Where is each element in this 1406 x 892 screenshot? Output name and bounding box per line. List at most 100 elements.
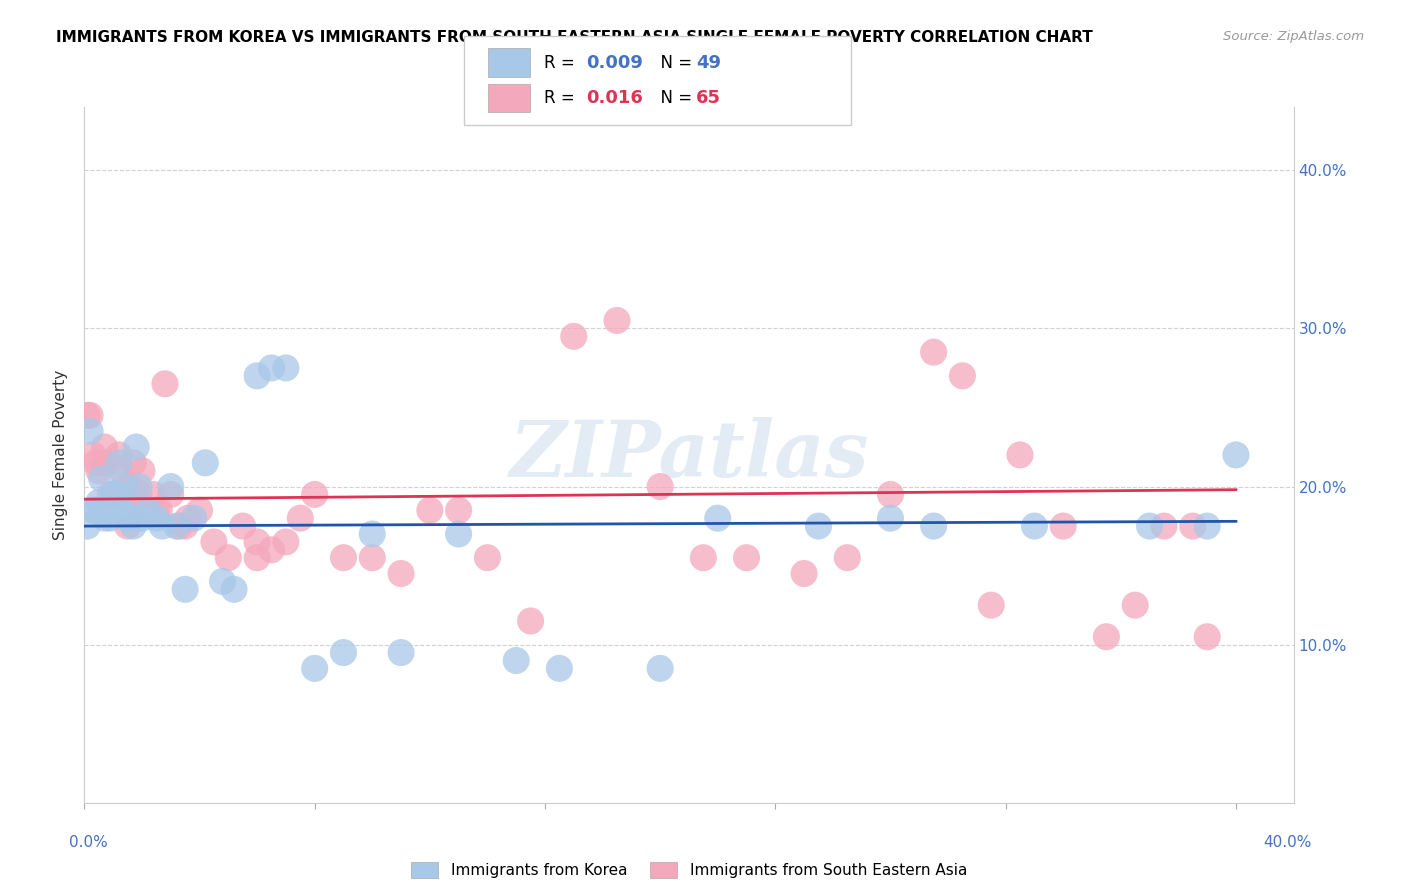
Point	[148, 503, 170, 517]
Point	[84, 503, 107, 517]
Point	[1225, 448, 1247, 462]
Point	[692, 550, 714, 565]
Point	[136, 503, 159, 517]
Point	[980, 598, 1002, 612]
Text: 0.016: 0.016	[586, 89, 643, 107]
Point	[125, 440, 148, 454]
Point	[793, 566, 815, 581]
Point	[114, 487, 136, 501]
Point	[447, 503, 470, 517]
Point	[706, 511, 728, 525]
Point	[735, 550, 758, 565]
Point	[304, 487, 326, 501]
Point	[419, 503, 441, 517]
Point	[117, 511, 139, 525]
Point	[128, 487, 150, 501]
Legend: Immigrants from Korea, Immigrants from South Eastern Asia: Immigrants from Korea, Immigrants from S…	[404, 855, 974, 886]
Point	[183, 511, 205, 525]
Text: N =: N =	[650, 54, 697, 71]
Point	[111, 464, 134, 478]
Point	[174, 582, 197, 597]
Point	[361, 527, 384, 541]
Point	[136, 503, 159, 517]
Point	[90, 472, 112, 486]
Point	[477, 550, 499, 565]
Text: 0.0%: 0.0%	[69, 836, 108, 850]
Point	[98, 487, 121, 501]
Y-axis label: Single Female Poverty: Single Female Poverty	[53, 370, 69, 540]
Point	[166, 519, 188, 533]
Text: 65: 65	[696, 89, 721, 107]
Point	[1052, 519, 1074, 533]
Point	[96, 456, 118, 470]
Point	[82, 448, 104, 462]
Point	[922, 519, 945, 533]
Point	[650, 479, 672, 493]
Point	[332, 646, 354, 660]
Point	[114, 479, 136, 493]
Point	[101, 487, 124, 501]
Point	[332, 550, 354, 565]
Point	[105, 487, 128, 501]
Point	[108, 456, 131, 470]
Point	[145, 511, 167, 525]
Point	[122, 519, 145, 533]
Point	[1139, 519, 1161, 533]
Point	[1024, 519, 1046, 533]
Point	[108, 448, 131, 462]
Point	[96, 503, 118, 517]
Point	[194, 456, 217, 470]
Point	[807, 519, 830, 533]
Point	[145, 503, 167, 517]
Point	[188, 503, 211, 517]
Point	[169, 519, 191, 533]
Text: ZIPatlas: ZIPatlas	[509, 417, 869, 493]
Point	[922, 345, 945, 359]
Point	[1095, 630, 1118, 644]
Point	[117, 487, 139, 501]
Point	[120, 479, 142, 493]
Point	[76, 409, 98, 423]
Point	[174, 519, 197, 533]
Point	[304, 661, 326, 675]
Text: 49: 49	[696, 54, 721, 71]
Point	[211, 574, 233, 589]
Point	[105, 487, 128, 501]
Point	[122, 456, 145, 470]
Point	[131, 464, 153, 478]
Point	[837, 550, 859, 565]
Point	[274, 360, 297, 375]
Point	[153, 376, 176, 391]
Point	[90, 456, 112, 470]
Point	[260, 360, 283, 375]
Text: 0.009: 0.009	[586, 54, 643, 71]
Text: N =: N =	[650, 89, 697, 107]
Point	[222, 582, 245, 597]
Point	[389, 646, 412, 660]
Point	[1197, 519, 1219, 533]
Point	[447, 527, 470, 541]
Point	[1153, 519, 1175, 533]
Point	[290, 511, 312, 525]
Point	[246, 550, 269, 565]
Text: 40.0%: 40.0%	[1264, 836, 1312, 850]
Text: R =: R =	[544, 89, 581, 107]
Point	[519, 614, 541, 628]
Point	[246, 534, 269, 549]
Point	[606, 313, 628, 327]
Point	[1197, 630, 1219, 644]
Point	[217, 550, 239, 565]
Point	[246, 368, 269, 383]
Point	[260, 542, 283, 557]
Point	[111, 503, 134, 517]
Point	[389, 566, 412, 581]
Point	[505, 653, 527, 667]
Point	[232, 519, 254, 533]
Point	[87, 464, 110, 478]
Point	[562, 329, 585, 343]
Point	[650, 661, 672, 675]
Point	[79, 424, 101, 438]
Point	[128, 479, 150, 493]
Point	[150, 519, 173, 533]
Point	[274, 534, 297, 549]
